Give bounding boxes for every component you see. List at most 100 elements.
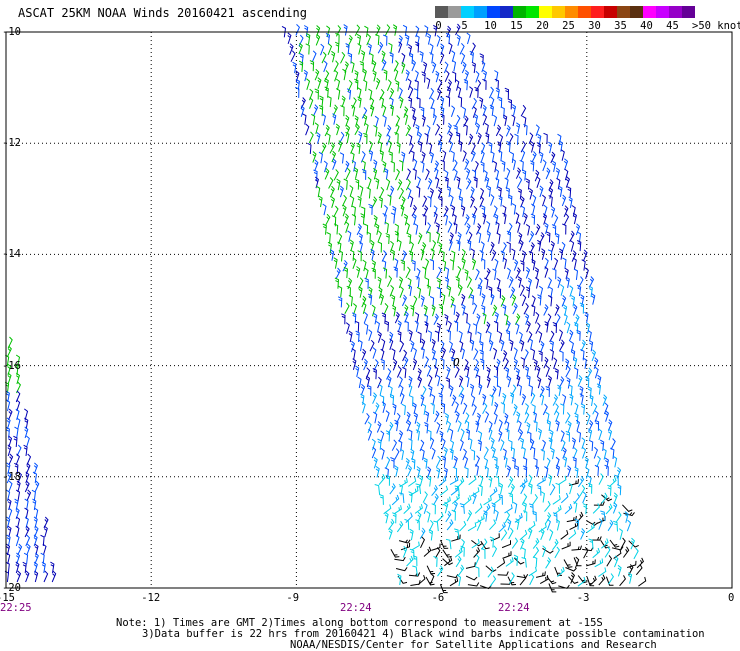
wind-barb [570,295,576,307]
wind-barb [468,133,474,146]
wind-barb [397,573,402,586]
wind-barb [424,422,429,434]
wind-barb [349,249,355,261]
longitude-tick-label: -9 [286,592,300,604]
wind-barb [616,466,622,479]
wind-barb [564,503,573,515]
wind-barb [543,356,549,369]
wind-barb [416,176,421,188]
wind-barb [329,185,335,198]
wind-barb [423,356,429,368]
wind-barb [472,323,478,335]
wind-barb [391,304,397,317]
wind-barb [582,249,588,262]
wind-barb [390,212,396,224]
wind-barb [383,34,388,46]
wind-barb [479,358,485,370]
wind-barb [582,503,588,515]
wind-barb [600,510,606,522]
wind-barb [614,474,619,486]
wind-barb [505,428,510,440]
wind-barb [543,304,549,316]
wind-barb [377,41,384,54]
wind-barb [361,107,368,119]
wind-barb [375,320,380,333]
wind-barb [391,294,396,306]
wind-barb [308,131,314,144]
wind-barb [467,522,477,532]
wind-barb [405,457,410,470]
wind-barb [506,140,511,153]
wind-barb [437,79,443,91]
wind-barb [449,259,455,271]
wind-barb [24,525,30,538]
wind-barb [490,96,495,109]
colorbar-segment [591,6,604,18]
wind-barb [528,527,533,540]
wind-barb [338,140,343,152]
wind-barb [482,312,487,325]
wind-barb [548,286,553,299]
wind-barb [443,61,449,74]
wind-barb [405,178,411,191]
wind-barb [558,140,563,152]
wind-barb [525,313,530,325]
wind-barb [435,176,440,189]
wind-barb [381,250,387,262]
wind-barb [574,466,579,478]
wind-barb [327,43,333,55]
wind-barb [523,123,528,136]
wind-barb [588,419,594,432]
wind-barb [474,268,480,281]
wind-barb [554,304,560,316]
wind-barb [415,519,420,531]
wind-barb [386,79,392,92]
wind-barb [563,304,568,316]
wind-barb [484,466,489,478]
wind-barb [408,384,413,396]
wind-barb [548,437,553,449]
wind-barb [414,320,419,333]
wind-barb [438,476,447,487]
wind-barb [382,267,388,279]
wind-barb [617,564,622,577]
wind-barb [451,534,461,542]
wind-barb [6,345,12,358]
colorbar-segment [552,6,565,18]
wind-barb [444,313,449,326]
wind-barb [490,437,495,450]
wind-barb [486,185,492,197]
wind-barb [384,320,390,332]
wind-barb [587,386,592,398]
wind-barb [460,545,465,557]
wind-barb [608,428,613,441]
wind-barb [471,150,476,162]
wind-barb [348,294,353,307]
wind-barb [426,284,431,296]
wind-barb [395,168,400,181]
wind-barb [455,276,460,288]
wind-barb [331,50,336,63]
wind-barb [498,522,506,533]
wind-barb [401,62,406,74]
wind-barb [415,25,420,38]
wind-barb [483,457,489,470]
wind-barb [436,322,441,335]
wind-barb [502,205,507,217]
wind-barb [370,104,375,117]
wind-barb [531,494,539,506]
wind-barb [438,140,443,152]
wind-barb [509,392,515,404]
wind-barb [521,169,527,181]
wind-barb [511,203,517,215]
wind-barb [511,294,517,306]
wind-barb [504,87,510,99]
wind-barb [320,43,325,56]
wind-barb [367,293,373,305]
wind-barb [494,464,499,476]
wind-barb [547,249,553,261]
wind-barb [516,411,521,423]
wind-barb [335,88,341,100]
wind-barb [14,363,19,376]
wind-barb [620,537,626,550]
